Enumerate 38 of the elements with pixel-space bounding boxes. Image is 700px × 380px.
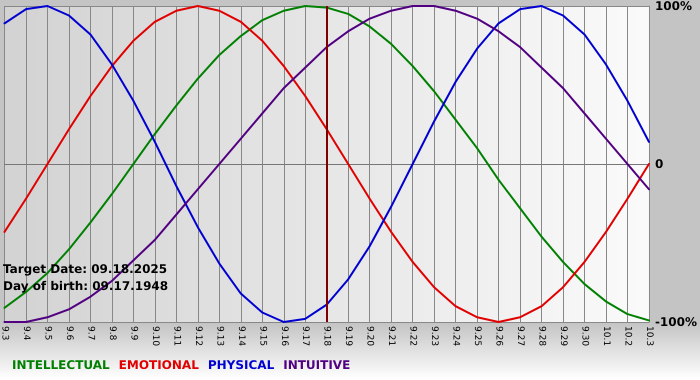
x-tick-label: 9.12 — [192, 326, 203, 346]
x-tick-label: 9.27 — [515, 326, 526, 346]
x-tick-label: 9.14 — [236, 326, 246, 346]
y-tick-label: 100% — [654, 0, 692, 13]
x-tick-label: 9.8 — [106, 326, 117, 341]
text: INTUITIVE — [283, 358, 350, 372]
x-tick-label: 9.24 — [450, 326, 461, 346]
x-tick-label: 9.17 — [300, 326, 310, 346]
x-tick-label: 9.30 — [580, 326, 590, 346]
x-tick-label: 9.28 — [536, 326, 547, 346]
x-tick-label: 9.13 — [214, 326, 224, 346]
x-tick-label: 9.7 — [85, 326, 96, 340]
x-tick-label: 9.29 — [558, 326, 568, 346]
x-tick-label: 10.1 — [600, 326, 611, 346]
x-tick-label: 9.5 — [42, 326, 52, 340]
x-tick-label: 10.2 — [622, 326, 632, 346]
x-tick-label: 9.10 — [150, 326, 160, 346]
x-tick-label: 9.23 — [429, 326, 440, 346]
y-tick-label: -100% — [654, 315, 698, 329]
text: PHYSICAL — [208, 358, 275, 372]
x-tick-label: 9.15 — [257, 326, 268, 346]
y-tick-label: 0 — [654, 157, 664, 171]
x-tick-label: 9.16 — [278, 326, 289, 346]
x-tick-label: 9.26 — [494, 326, 504, 346]
text: INTELLECTUAL — [12, 358, 110, 372]
x-tick-label: 9.25 — [472, 326, 482, 346]
text: EMOTIONAL — [118, 358, 200, 372]
x-tick-label: 10.3 — [644, 326, 654, 346]
x-tick-label: 9.18 — [322, 326, 332, 346]
x-tick-label: 9.6 — [64, 326, 74, 341]
x-tick-label: 9.9 — [128, 326, 138, 341]
x-tick-label: 9.3 — [0, 326, 10, 340]
x-tick-label: 9.11 — [171, 326, 182, 346]
x-tick-label: 9.19 — [343, 326, 354, 346]
x-tick-label: 9.20 — [364, 326, 375, 346]
x-tick-label: 9.4 — [20, 326, 31, 341]
x-tick-label: 9.21 — [386, 326, 396, 346]
x-tick-label: 9.22 — [408, 326, 418, 346]
